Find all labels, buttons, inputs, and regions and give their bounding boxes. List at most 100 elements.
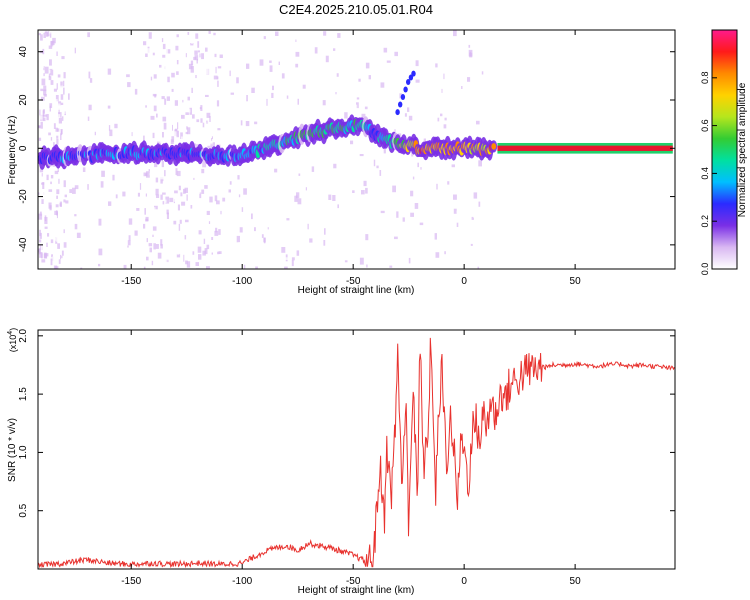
colorbar-ticks: 0.0 0.2 0.4 0.6 0.8 (700, 72, 717, 275)
spectrogram-x-label: Height of straight line (km) (298, 285, 415, 296)
noise-speckle (112, 174, 115, 181)
noise-speckle (43, 66, 45, 71)
noise-speckle (183, 188, 186, 194)
noise-speckle (38, 125, 41, 128)
noise-speckle (445, 95, 448, 102)
noise-speckle (315, 249, 318, 255)
noise-speckle (407, 107, 410, 112)
noise-speckle (134, 230, 138, 236)
noise-speckle (54, 266, 59, 269)
noise-speckle (415, 60, 419, 67)
noise-speckle (58, 114, 61, 118)
noise-speckle (50, 181, 52, 185)
noise-speckle (216, 100, 220, 107)
noise-speckle (139, 259, 144, 264)
noise-speckle (237, 175, 240, 180)
noise-speckle (68, 93, 70, 100)
noise-speckle (444, 39, 448, 42)
snr-y-label: SNR (10 * v/v) (7, 418, 18, 482)
noise-speckle (38, 33, 41, 36)
noise-speckle (56, 135, 59, 139)
noise-speckle (170, 247, 175, 254)
noise-speckle (123, 30, 128, 34)
noise-speckle (38, 137, 42, 141)
noise-speckle (278, 61, 280, 65)
noise-speckle (40, 245, 43, 252)
noise-speckle (206, 88, 211, 92)
noise-speckle (159, 138, 163, 144)
noise-speckle (181, 136, 185, 141)
noise-speckle (144, 62, 147, 65)
noise-speckle (234, 238, 237, 242)
noise-speckle (171, 69, 175, 73)
noise-speckle (155, 244, 159, 249)
noise-speckle (243, 188, 247, 195)
colorbar-tick-label: 0.8 (700, 72, 710, 85)
spectrogram-y-ticks: -40 -20 0 20 40 (18, 46, 675, 252)
noise-speckle (48, 74, 51, 78)
noise-speckle (39, 239, 42, 243)
noise-speckle (157, 252, 162, 259)
noise-speckle (50, 137, 53, 141)
noise-speckle (146, 238, 148, 243)
noise-speckle (270, 117, 273, 123)
noise-speckle (209, 196, 213, 203)
noise-speckle (90, 246, 93, 250)
noise-speckle (190, 60, 194, 66)
noise-speckle (394, 236, 398, 240)
noise-speckle (185, 53, 187, 58)
noise-speckle (63, 199, 66, 203)
branch-blob (403, 86, 408, 93)
noise-speckle (41, 259, 46, 263)
snr-multiplier-base: (x10 (8, 335, 18, 353)
noise-speckle (56, 195, 58, 199)
noise-speckle (204, 185, 208, 189)
noise-speckle (284, 257, 289, 260)
noise-speckle (323, 31, 327, 36)
noise-speckle (232, 106, 234, 109)
noise-speckle (80, 267, 83, 269)
noise-speckle (176, 250, 180, 255)
noise-speckle (263, 237, 266, 244)
noise-speckle (53, 246, 57, 249)
y-tick-label: 1.0 (18, 445, 29, 459)
noise-speckle (187, 96, 190, 101)
noise-speckle (53, 88, 57, 92)
noise-speckle (163, 126, 168, 133)
noise-speckle (171, 88, 174, 92)
noise-speckle (359, 208, 363, 214)
noise-speckle (284, 171, 288, 178)
noise-speckle (186, 261, 191, 268)
noise-speckle (473, 192, 478, 199)
spectrogram-image (38, 30, 673, 269)
noise-speckle (286, 218, 290, 221)
noise-speckle (291, 257, 295, 261)
noise-speckle (57, 74, 61, 78)
noise-speckle (269, 65, 273, 72)
noise-speckle (267, 227, 269, 230)
noise-speckle (332, 195, 336, 201)
noise-speckle (145, 218, 149, 222)
noise-speckle (191, 214, 194, 217)
noise-speckle (188, 92, 190, 98)
noise-speckle (61, 32, 64, 35)
noise-speckle (173, 52, 177, 56)
noise-speckle (63, 80, 65, 87)
noise-speckle (359, 154, 364, 157)
noise-speckle (49, 32, 52, 38)
noise-speckle (153, 74, 157, 79)
noise-speckle (251, 213, 253, 220)
noise-speckle (152, 226, 157, 231)
noise-speckle (208, 221, 211, 224)
noise-speckle (437, 117, 440, 122)
noise-speckle (223, 202, 228, 206)
noise-speckle (305, 88, 310, 93)
noise-speckle (202, 250, 206, 256)
noise-speckle (60, 129, 63, 135)
noise-speckle (206, 266, 210, 269)
noise-speckle (219, 54, 223, 58)
noise-speckle (172, 35, 174, 41)
noise-speckle (177, 122, 179, 130)
noise-speckle (271, 92, 274, 98)
noise-speckle (337, 204, 339, 209)
